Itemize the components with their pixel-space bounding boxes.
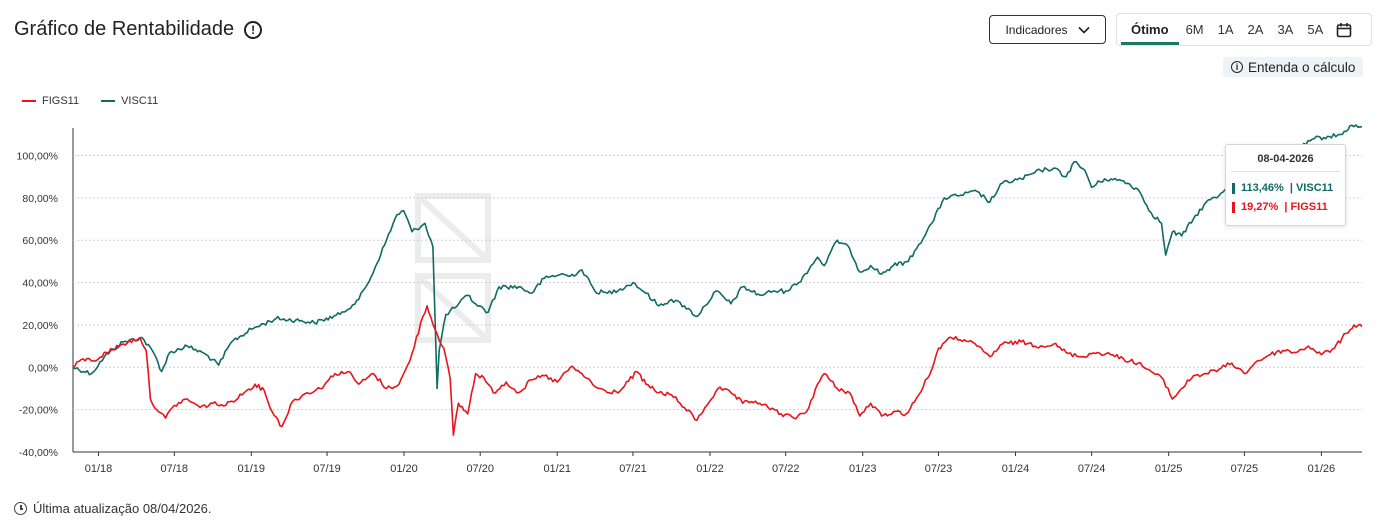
period-otimo[interactable]: Ótimo bbox=[1121, 14, 1179, 45]
x-tick-label: 01/23 bbox=[849, 463, 877, 475]
x-tick-label: 01/20 bbox=[390, 463, 418, 475]
info-icon: i bbox=[1231, 61, 1243, 73]
explain-calculation-link[interactable]: i Entenda o cálculo bbox=[1223, 57, 1364, 77]
chevron-down-icon bbox=[1077, 26, 1090, 34]
x-tick-label: 07/19 bbox=[313, 463, 341, 475]
x-tick-label: 07/23 bbox=[925, 463, 953, 475]
x-tick-label: 01/25 bbox=[1155, 463, 1183, 475]
legend-item-visc11[interactable]: VISC11 bbox=[101, 95, 158, 107]
series-line-visc11[interactable] bbox=[72, 124, 1363, 390]
x-tick-label: 07/20 bbox=[466, 463, 494, 475]
page-title: Gráfico de Rentabilidade ! bbox=[14, 18, 263, 41]
x-tick-label: 07/25 bbox=[1231, 463, 1259, 475]
legend-swatch bbox=[101, 100, 116, 102]
tooltip-color-bar bbox=[1232, 182, 1235, 194]
chart-tooltip: 08-04-2026 113,46% | VISC11 19,27% | FIG… bbox=[1225, 144, 1346, 226]
period-selector: Ótimo 6M 1A 2A 3A 5A bbox=[1116, 13, 1372, 46]
y-tick-label: 0,00% bbox=[28, 362, 58, 374]
tooltip-value: 113,46% bbox=[1241, 182, 1284, 194]
period-5a[interactable]: 5A bbox=[1307, 22, 1324, 37]
x-tick-label: 01/24 bbox=[1002, 463, 1030, 475]
x-tick-label: 07/24 bbox=[1078, 463, 1106, 475]
y-tick-label: 80,00% bbox=[22, 193, 58, 205]
tooltip-label: | VISC11 bbox=[1289, 182, 1334, 194]
legend-item-figs11[interactable]: FIGS11 bbox=[22, 95, 79, 107]
legend-label: VISC11 bbox=[121, 95, 159, 107]
explain-label: Entenda o cálculo bbox=[1248, 59, 1356, 75]
period-6m[interactable]: 6M bbox=[1185, 22, 1204, 37]
x-tick-label: 01/22 bbox=[696, 463, 724, 475]
x-tick-label: 07/18 bbox=[161, 463, 189, 475]
y-tick-label: 20,00% bbox=[22, 320, 58, 332]
tooltip-value: 19,27% bbox=[1241, 201, 1279, 213]
chart-title: Gráfico de Rentabilidade bbox=[14, 18, 235, 40]
y-tick-label: 40,00% bbox=[22, 278, 58, 290]
chart-legend: FIGS11 VISC11 bbox=[22, 95, 158, 107]
info-icon[interactable]: ! bbox=[244, 20, 263, 39]
x-tick-label: 01/18 bbox=[85, 463, 113, 475]
clock-icon bbox=[14, 502, 27, 515]
tooltip-label: | FIGS11 bbox=[1284, 201, 1328, 213]
x-tick-label: 01/21 bbox=[543, 463, 571, 475]
last-update: Última atualização 08/04/2026. bbox=[14, 501, 212, 516]
calendar-icon[interactable] bbox=[1334, 14, 1354, 45]
indicators-label: Indicadores bbox=[1005, 22, 1068, 37]
y-tick-label: -40,00% bbox=[19, 447, 58, 459]
tooltip-row-figs11: 19,27% | FIGS11 bbox=[1232, 201, 1328, 213]
tooltip-color-bar bbox=[1232, 201, 1235, 213]
y-tick-label: 100,00% bbox=[17, 151, 58, 163]
x-tick-label: 01/19 bbox=[238, 463, 266, 475]
y-tick-label: 60,00% bbox=[22, 235, 58, 247]
tooltip-divider bbox=[1231, 171, 1340, 172]
x-tick-label: 07/22 bbox=[772, 463, 800, 475]
x-tick-label: 01/26 bbox=[1308, 463, 1336, 475]
legend-label: FIGS11 bbox=[42, 95, 80, 107]
series-line-figs11[interactable] bbox=[72, 305, 1363, 436]
x-tick-label: 07/21 bbox=[619, 463, 647, 475]
watermark-logo bbox=[415, 193, 491, 343]
y-tick-label: -20,00% bbox=[19, 405, 58, 417]
tooltip-date: 08-04-2026 bbox=[1257, 153, 1314, 165]
period-3a[interactable]: 3A bbox=[1277, 22, 1294, 37]
period-2a[interactable]: 2A bbox=[1247, 22, 1264, 37]
period-1a[interactable]: 1A bbox=[1217, 22, 1234, 37]
legend-swatch bbox=[22, 100, 36, 102]
last-update-text: Última atualização 08/04/2026. bbox=[33, 501, 212, 516]
indicators-dropdown[interactable]: Indicadores bbox=[989, 15, 1106, 44]
tooltip-row-visc11: 113,46% | VISC11 bbox=[1232, 182, 1333, 194]
